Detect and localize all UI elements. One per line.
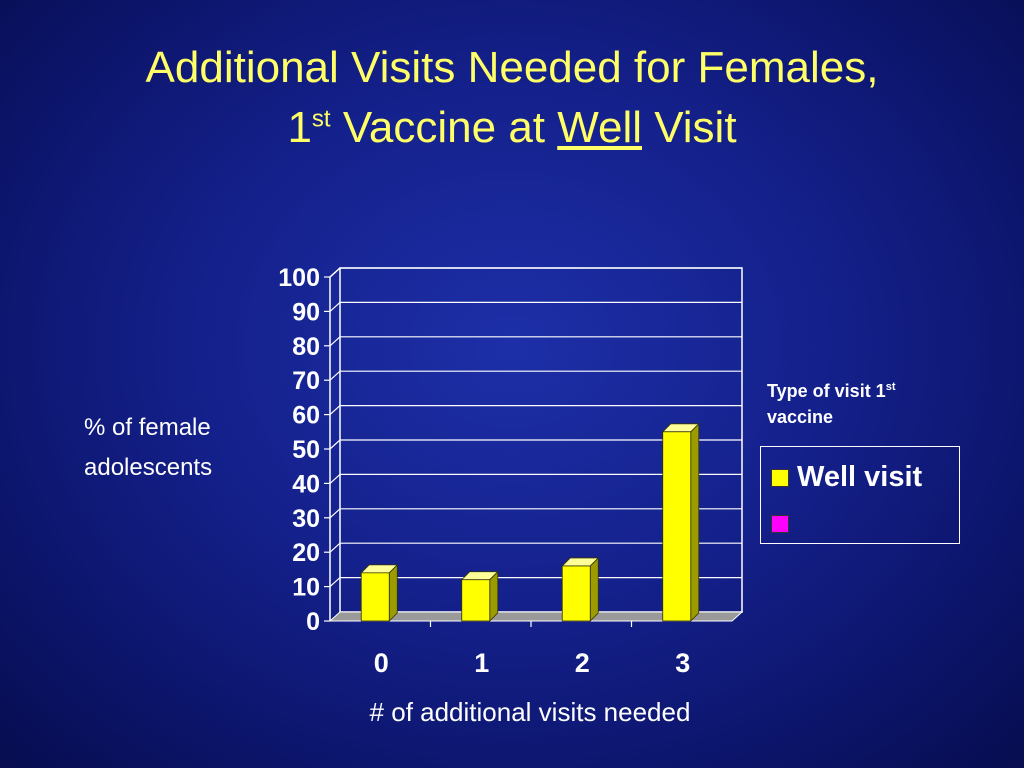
legend-label-well-visit: Well visit	[797, 461, 923, 493]
bar-side-2	[589, 556, 599, 622]
bar-2	[561, 565, 591, 622]
gridline-side	[329, 439, 341, 450]
y-tick-label: 10	[292, 574, 320, 602]
gridline-side	[329, 336, 341, 347]
legend-swatch-yellow	[771, 468, 789, 487]
x-tick-label: 1	[474, 648, 489, 678]
gridline-side	[329, 577, 341, 588]
bar-0	[360, 572, 390, 622]
bar-1	[461, 579, 491, 622]
y-tick-label: 60	[292, 402, 320, 430]
title-end: Visit	[642, 103, 737, 152]
title-ordinal-suffix: st	[311, 105, 331, 133]
bar-side-3	[690, 422, 700, 622]
title-middle: Vaccine at	[330, 103, 558, 152]
y-tick-label: 20	[292, 539, 320, 567]
y-tick-label: 50	[292, 436, 320, 464]
y-axis-label-line1: % of female	[84, 414, 211, 441]
legend-title-text: Type of visit 1	[767, 381, 886, 401]
legend-title-text-2: vaccine	[767, 407, 834, 427]
y-tick-label: 40	[292, 470, 320, 498]
title-underlined-word: Well	[557, 103, 642, 152]
legend-title: Type of visit 1st vaccine	[767, 374, 967, 430]
gridline-side	[329, 473, 341, 484]
x-tick-label: 3	[675, 648, 690, 678]
bar-side-0	[388, 563, 398, 622]
bar-side-1	[489, 570, 499, 622]
bar-3	[662, 431, 692, 622]
y-axis-label-line2: adolescents	[84, 454, 213, 481]
gridline-side	[329, 542, 341, 553]
gridline-side	[329, 405, 341, 416]
chart-floor	[328, 611, 744, 622]
y-tick-label: 0	[306, 608, 320, 636]
y-tick-label: 80	[292, 333, 320, 361]
x-axis-label: # of additional visits needed	[369, 697, 691, 727]
slide-title-line2: 1st Vaccine at Well Visit	[0, 100, 1024, 156]
legend-entry-well-visit: Well visit	[771, 461, 922, 494]
legend-title-sup: st	[885, 381, 896, 393]
legend: Well visit	[760, 446, 960, 544]
y-tick-label: 70	[292, 367, 320, 395]
legend-entry-2	[771, 515, 797, 533]
y-axis-label: % of female adolescents	[84, 408, 254, 488]
gridline-side	[329, 301, 341, 312]
title-ordinal: 1	[287, 103, 312, 152]
gridline-side	[329, 508, 341, 519]
gridline-side	[329, 267, 341, 278]
y-tick-label: 30	[292, 505, 320, 533]
x-tick-label: 0	[374, 648, 389, 678]
legend-swatch-magenta	[771, 515, 789, 533]
gridline-side	[329, 370, 341, 381]
y-tick-label: 90	[292, 298, 320, 326]
x-tick-label: 2	[575, 648, 590, 678]
y-tick-label: 100	[278, 264, 320, 292]
slide-title-line1: Additional Visits Needed for Females,	[145, 43, 879, 92]
